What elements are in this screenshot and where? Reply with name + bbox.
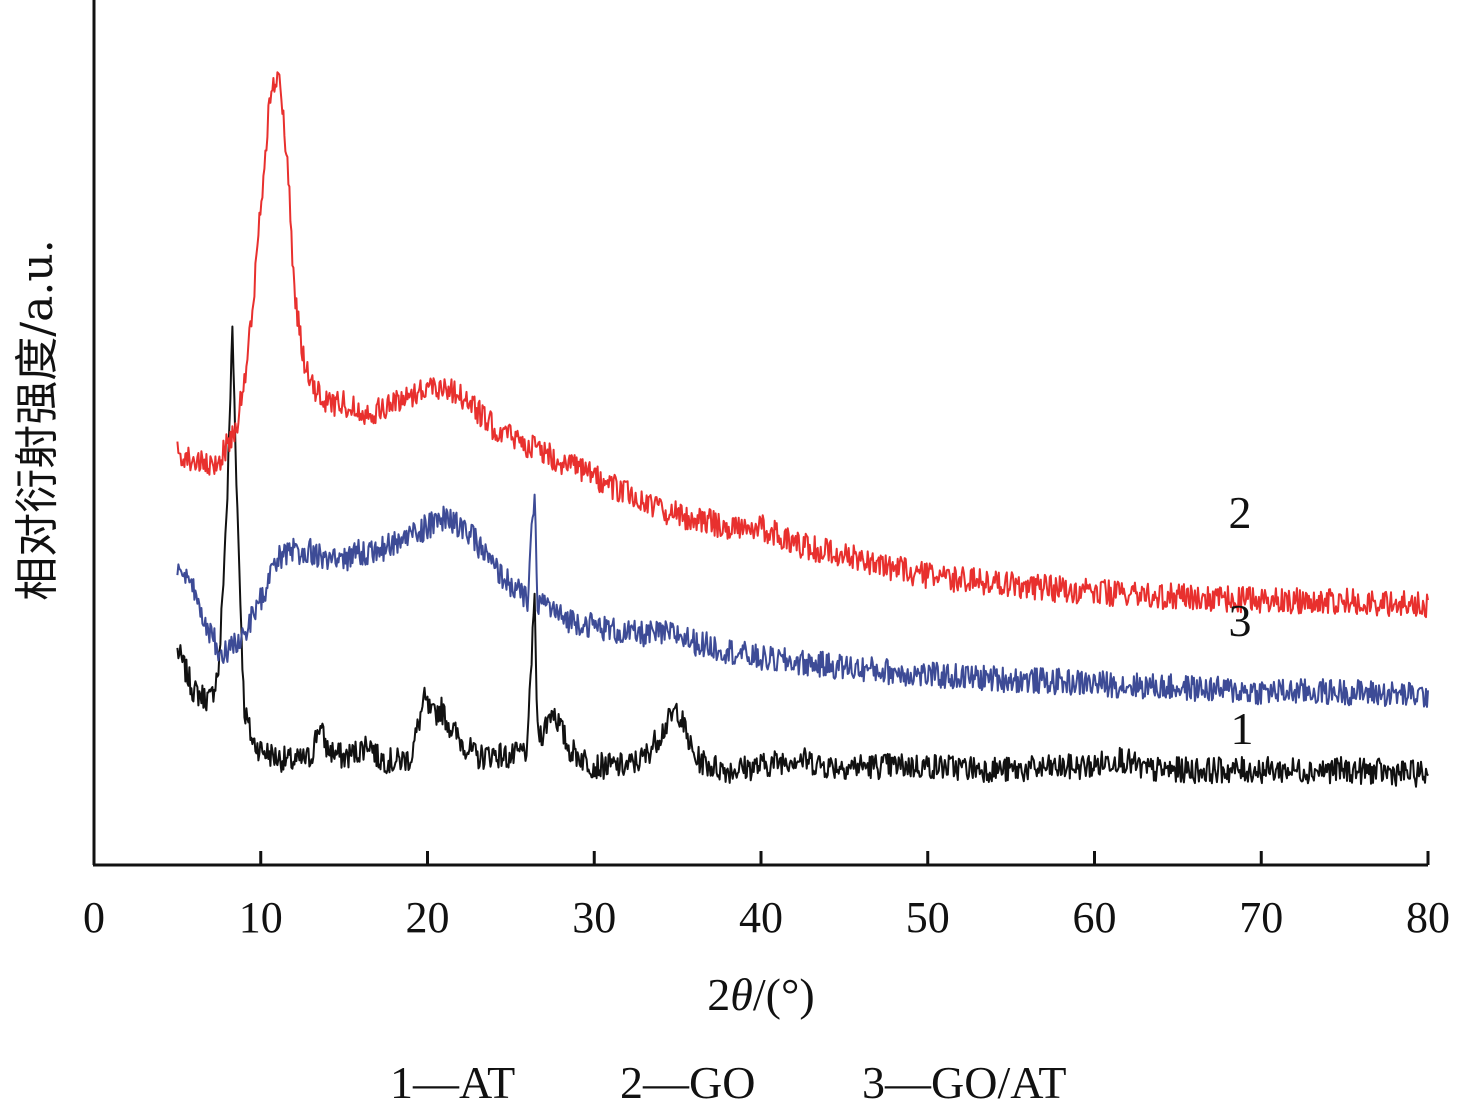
- curve-label-3: 3: [1229, 595, 1252, 646]
- series-layer: [176, 71, 1429, 788]
- x-tick-label-50: 50: [906, 893, 950, 942]
- x-tick-label-60: 60: [1073, 893, 1117, 942]
- x-tick-label-70: 70: [1239, 893, 1283, 942]
- legend-item-1: 1—AT: [390, 1057, 515, 1108]
- series-line-1: [176, 325, 1429, 788]
- x-axis-label-symbol: θ: [730, 969, 753, 1020]
- y-axis-label: 相对衍射强度/a.u.: [12, 239, 63, 600]
- x-ticks: 0 10 20 30 40 50 60 70 80: [83, 851, 1450, 942]
- x-axis-label: 2θ/(°): [707, 969, 814, 1020]
- x-tick-label-30: 30: [572, 893, 616, 942]
- x-axis-label-unit: /(°): [753, 969, 815, 1020]
- x-tick-label-40: 40: [739, 893, 783, 942]
- x-tick-label-10: 10: [239, 893, 283, 942]
- series-line-3: [176, 493, 1429, 708]
- x-tick-label-80: 80: [1406, 893, 1450, 942]
- curve-label-2: 2: [1229, 487, 1252, 538]
- x-tick-label-20: 20: [406, 893, 450, 942]
- series-line-2: [176, 71, 1429, 619]
- x-axis-label-number: 2: [707, 969, 730, 1020]
- legend-item-3: 3—GO/AT: [862, 1057, 1066, 1108]
- legend: 1—AT 2—GO 3—GO/AT: [390, 1057, 1066, 1108]
- x-tick-label-0: 0: [83, 893, 105, 942]
- curve-label-1: 1: [1231, 703, 1254, 754]
- legend-item-2: 2—GO: [620, 1057, 755, 1108]
